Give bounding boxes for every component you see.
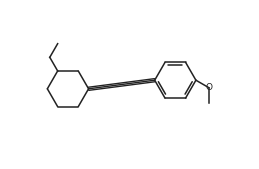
Text: O: O <box>205 83 212 92</box>
